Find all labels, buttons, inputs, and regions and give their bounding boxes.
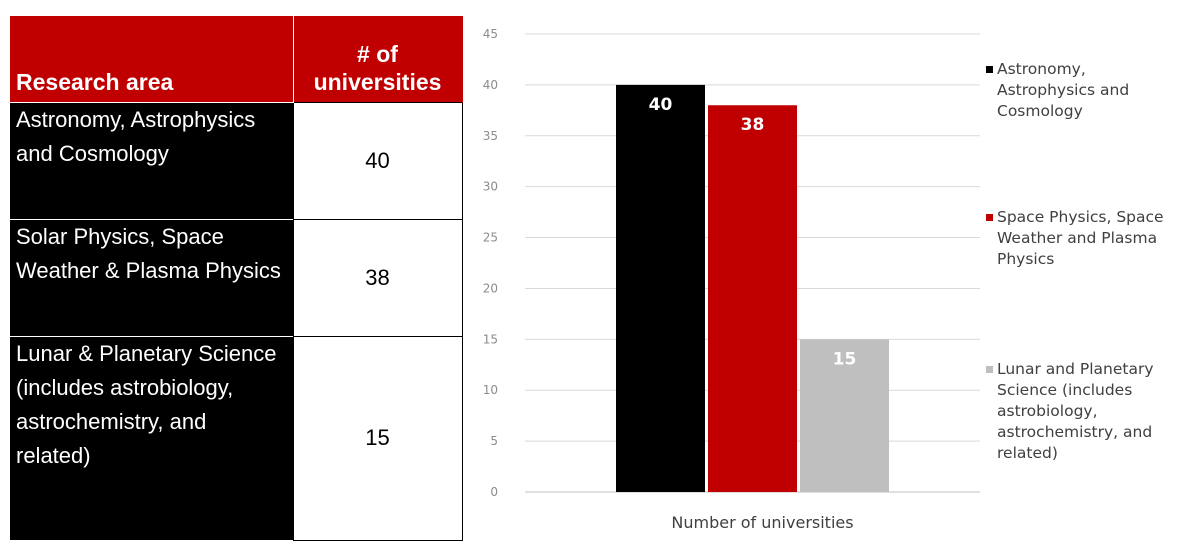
universities-count-header: # of universities [293,16,463,102]
data-label: 38 [741,115,765,135]
legend-swatch [986,366,993,373]
universities-count-cell: 40 [292,101,463,220]
universities-count-cell: 15 [292,335,463,541]
y-tick-label: 45 [483,27,498,41]
y-tick-label: 20 [483,281,498,295]
y-tick-label: 0 [490,485,498,499]
bar [616,84,705,492]
y-tick-label: 10 [483,383,498,397]
y-tick-label: 35 [483,129,498,143]
table-row: Lunar & Planetary Science (includes astr… [10,335,463,541]
research-area-table: Research area # of universities Astronom… [10,16,463,541]
bar [708,105,797,492]
y-axis-ticks: 0 5 10 15 20 25 30 35 40 45 [483,27,498,499]
data-labels: 40 38 15 [649,95,857,369]
data-label: 40 [649,95,673,115]
y-tick-label: 40 [483,78,498,92]
legend-swatch [986,214,993,221]
research-area-cell: Lunar & Planetary Science (includes astr… [10,335,293,540]
legend-swatch [986,66,993,73]
table-row: Solar Physics, Space Weather & Plasma Ph… [10,218,463,337]
research-area-header: Research area [10,16,294,102]
y-tick-label: 30 [483,180,498,194]
y-tick-label: 5 [490,434,498,448]
bar [800,339,889,492]
table-header-row: Research area # of universities [10,16,463,102]
legend-label: Space Physics, Space Weather and Plasma Ph… [997,208,1164,268]
research-area-cell: Astronomy, Astrophysics and Cosmology [10,101,293,219]
legend: Astronomy, Astrophysics and Cosmology Space… [986,60,1164,462]
bars [616,84,889,492]
data-label: 15 [833,349,857,369]
table-row: Astronomy, Astrophysics and Cosmology 40 [10,101,463,220]
research-area-cell: Solar Physics, Space Weather & Plasma Ph… [10,218,293,336]
universities-bar-chart: 0 5 10 15 20 25 30 35 40 45 40 38 15 Number of univ… [483,27,1164,532]
y-tick-label: 15 [483,332,498,346]
legend-label: Astronomy, Astrophysics and Cosmology [997,60,1129,120]
legend-label: Lunar and Planetary Science (includes astr… [997,360,1154,462]
universities-count-cell: 38 [292,218,463,337]
x-axis-label: Number of universities [671,513,853,532]
y-tick-label: 25 [483,231,498,245]
